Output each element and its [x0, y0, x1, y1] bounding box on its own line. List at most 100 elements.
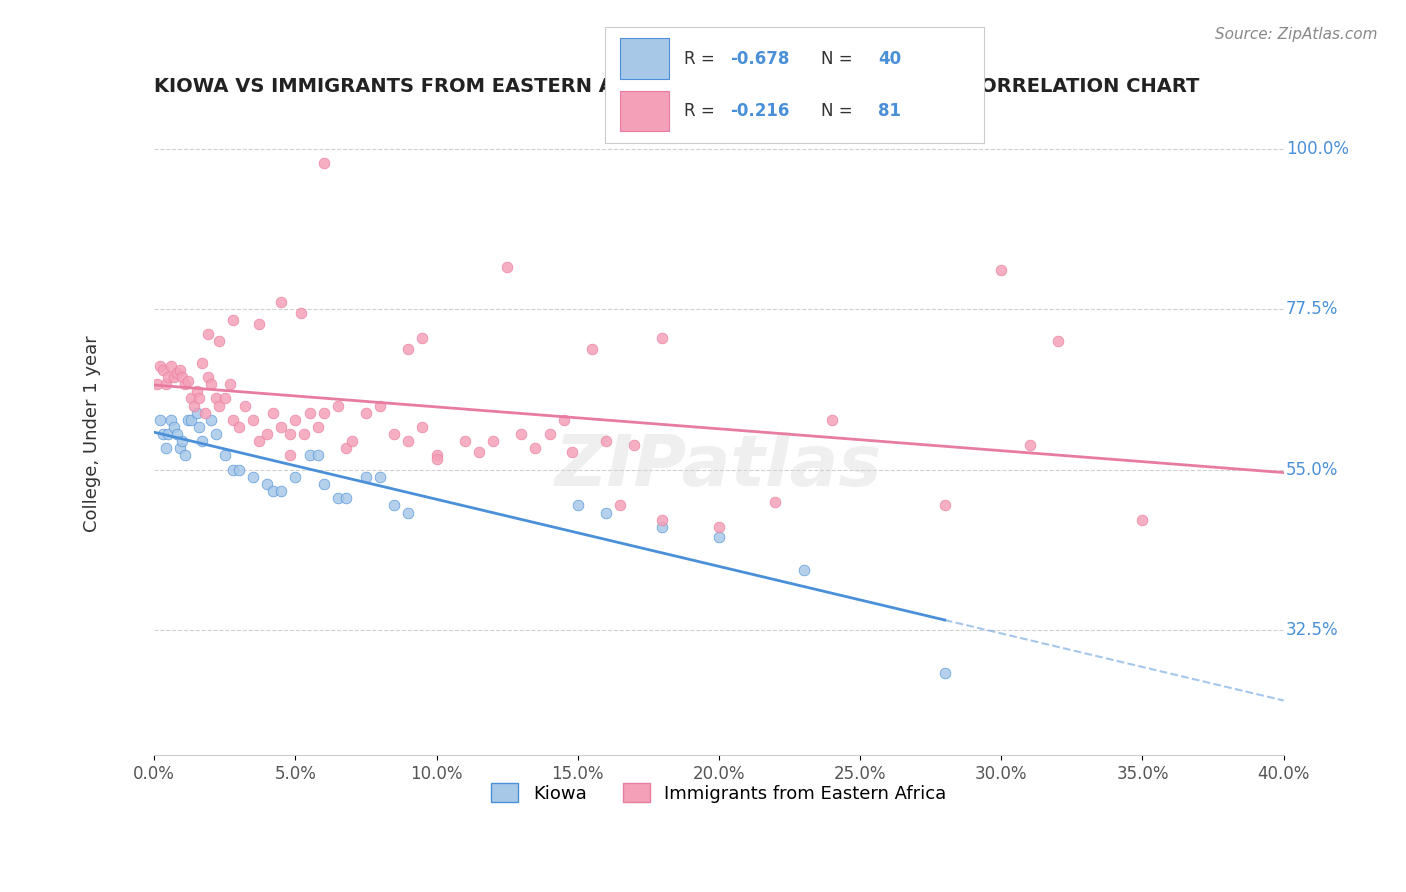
Point	[208, 399, 231, 413]
Point	[188, 420, 211, 434]
Text: College, Under 1 year: College, Under 1 year	[83, 335, 101, 533]
Point	[242, 413, 264, 427]
Point	[233, 399, 256, 413]
Point	[326, 399, 349, 413]
Point	[284, 413, 307, 427]
Text: -0.216: -0.216	[730, 102, 789, 120]
Point	[197, 370, 219, 384]
Point	[340, 434, 363, 449]
Point	[270, 295, 292, 310]
Point	[538, 427, 561, 442]
Text: 32.5%: 32.5%	[1286, 621, 1339, 640]
Point	[1046, 334, 1069, 349]
Text: Source: ZipAtlas.com: Source: ZipAtlas.com	[1215, 27, 1378, 42]
Point	[298, 406, 321, 420]
Point	[157, 427, 180, 442]
Point	[163, 370, 186, 384]
Point	[188, 392, 211, 406]
Point	[623, 438, 645, 452]
Point	[228, 420, 250, 434]
Point	[368, 470, 391, 484]
Point	[426, 452, 449, 467]
Point	[290, 306, 312, 320]
Point	[256, 477, 278, 491]
Point	[222, 463, 245, 477]
Point	[149, 359, 172, 374]
Point	[307, 420, 329, 434]
Point	[247, 317, 270, 331]
Point	[382, 499, 405, 513]
Point	[200, 413, 222, 427]
Text: 81: 81	[877, 102, 901, 120]
Point	[821, 413, 844, 427]
Legend: Kiowa, Immigrants from Eastern Africa: Kiowa, Immigrants from Eastern Africa	[484, 776, 953, 810]
Point	[174, 377, 197, 392]
Point	[242, 470, 264, 484]
Point	[524, 442, 547, 456]
Point	[177, 374, 200, 388]
Point	[482, 434, 505, 449]
Point	[155, 377, 177, 392]
Point	[270, 484, 292, 499]
Point	[152, 363, 174, 377]
Point	[222, 313, 245, 327]
Point	[1018, 438, 1040, 452]
Point	[247, 434, 270, 449]
Point	[149, 413, 172, 427]
Point	[396, 434, 419, 449]
Point	[160, 359, 183, 374]
Point	[934, 499, 956, 513]
Point	[191, 356, 214, 370]
Point	[194, 406, 217, 420]
Point	[174, 449, 197, 463]
Point	[707, 531, 730, 545]
Point	[180, 413, 202, 427]
Point	[1132, 513, 1154, 527]
Point	[609, 499, 631, 513]
Text: 55.0%: 55.0%	[1286, 461, 1339, 479]
Point	[228, 463, 250, 477]
Point	[155, 442, 177, 456]
Point	[270, 420, 292, 434]
Point	[169, 442, 191, 456]
Point	[595, 506, 617, 520]
Text: KIOWA VS IMMIGRANTS FROM EASTERN AFRICA COLLEGE, UNDER 1 YEAR CORRELATION CHART: KIOWA VS IMMIGRANTS FROM EASTERN AFRICA …	[155, 78, 1199, 96]
Point	[214, 392, 236, 406]
Point	[567, 499, 589, 513]
Point	[219, 377, 242, 392]
Point	[292, 427, 315, 442]
Point	[934, 665, 956, 680]
Point	[793, 563, 815, 577]
Point	[335, 491, 357, 506]
Text: ZIPatlas: ZIPatlas	[555, 432, 883, 500]
Point	[278, 427, 301, 442]
Point	[651, 520, 673, 534]
Point	[553, 413, 575, 427]
Point	[177, 413, 200, 427]
Point	[262, 406, 284, 420]
Point	[496, 260, 519, 274]
Text: 100.0%: 100.0%	[1286, 140, 1348, 158]
Point	[166, 427, 188, 442]
Point	[186, 406, 208, 420]
Point	[169, 363, 191, 377]
Point	[214, 449, 236, 463]
Point	[396, 342, 419, 356]
Point	[651, 513, 673, 527]
Point	[307, 449, 329, 463]
Point	[172, 370, 194, 384]
Point	[152, 427, 174, 442]
Point	[180, 392, 202, 406]
Point	[205, 427, 228, 442]
Point	[312, 406, 335, 420]
Point	[707, 520, 730, 534]
Text: R =: R =	[685, 102, 720, 120]
Point	[284, 470, 307, 484]
Bar	[620, 91, 669, 131]
Text: -0.678: -0.678	[730, 50, 789, 68]
Text: R =: R =	[685, 50, 720, 68]
Point	[183, 399, 205, 413]
Point	[354, 470, 377, 484]
Point	[510, 427, 533, 442]
Point	[278, 449, 301, 463]
